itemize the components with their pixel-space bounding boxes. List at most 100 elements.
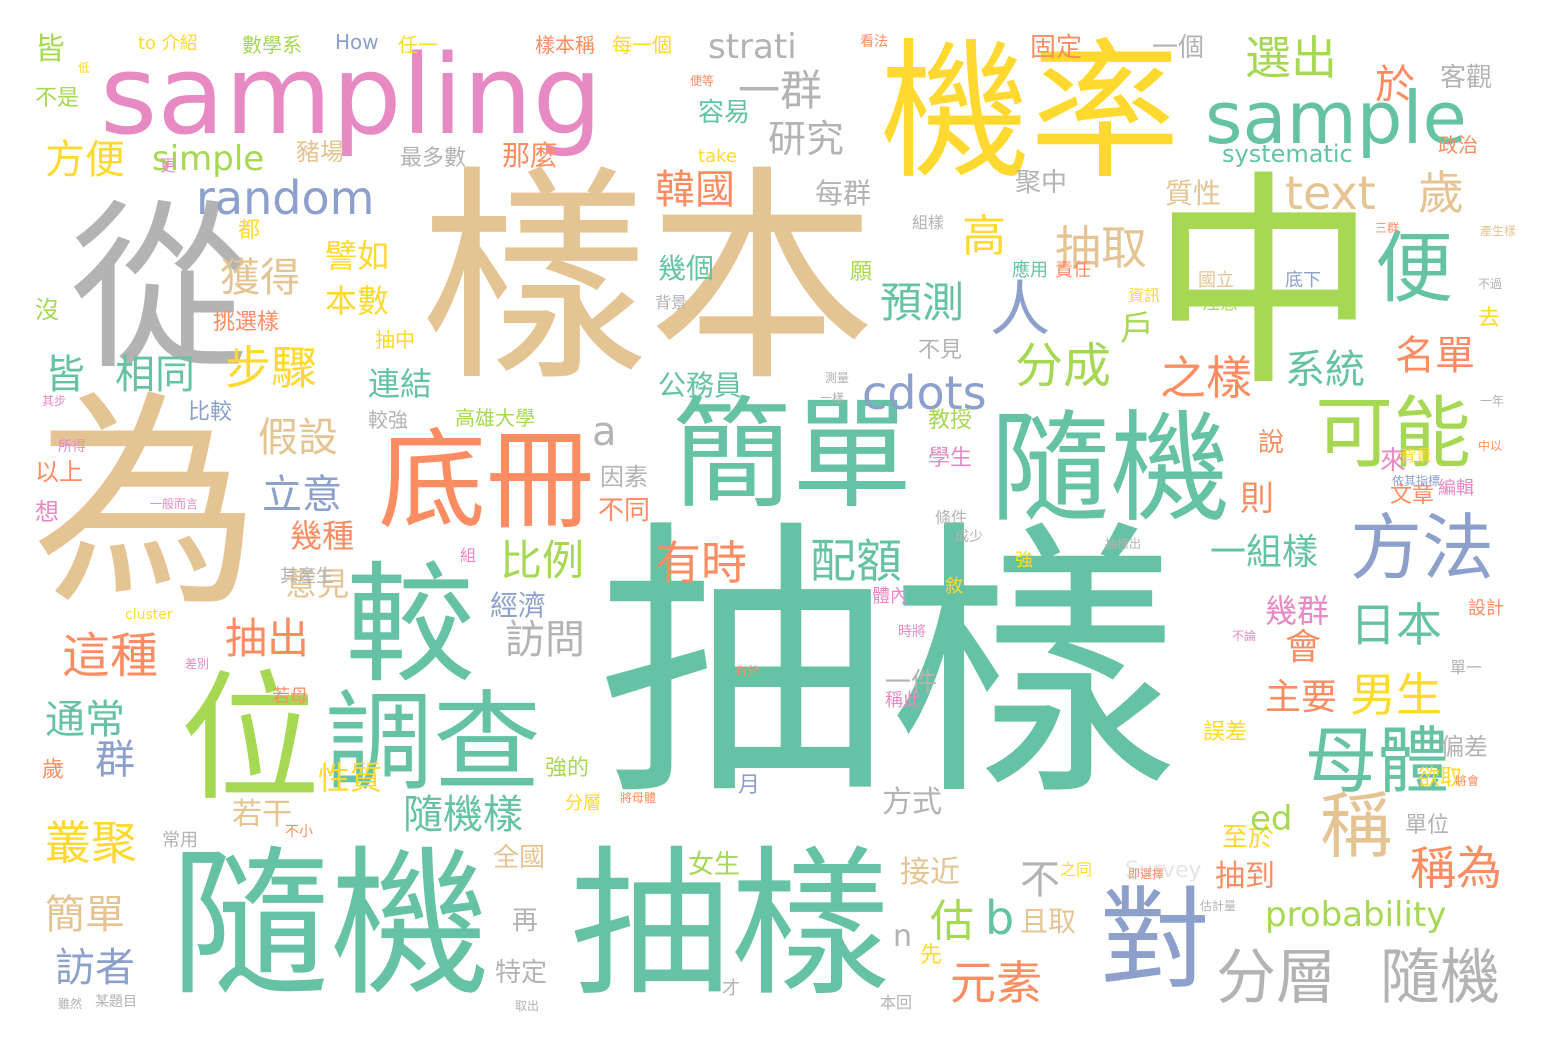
cloud-word: n	[893, 919, 913, 954]
cloud-word: How	[335, 30, 379, 54]
cloud-word: 名單	[1395, 333, 1475, 379]
cloud-word: 抽出	[225, 614, 310, 663]
cloud-word: 便等	[690, 74, 715, 88]
cloud-word: 敘	[945, 576, 963, 597]
cloud-word: 去	[1478, 306, 1501, 331]
cloud-word: 皆	[45, 352, 85, 398]
cloud-word: 有時	[655, 536, 747, 590]
cloud-word: 之樣	[1160, 351, 1252, 405]
cloud-word: 將會	[1455, 774, 1480, 788]
cloud-word: 性質	[318, 759, 383, 797]
cloud-word: 一樣	[820, 391, 845, 405]
cloud-word: 某題目	[95, 994, 137, 1010]
cloud-word: 系統	[1285, 347, 1365, 393]
cloud-word: 教授	[928, 408, 973, 433]
cloud-word: 方便	[45, 137, 125, 183]
cloud-word: 歲	[1418, 166, 1464, 220]
cloud-word: simple	[152, 139, 265, 179]
cloud-word: 因素	[600, 463, 648, 491]
cloud-word: 注意	[1202, 293, 1238, 314]
cloud-word: 抽樣出	[1105, 537, 1142, 551]
cloud-word: 高雄大學	[455, 406, 535, 430]
cloud-word: 幾個	[658, 252, 715, 285]
cloud-word: 底冊	[378, 419, 595, 544]
cloud-word: 聚中	[1015, 168, 1068, 198]
cloud-word: 強	[1015, 550, 1033, 571]
cloud-word: 抽中	[375, 328, 415, 352]
cloud-word: 月	[738, 773, 761, 798]
cloud-word: 主要	[1265, 677, 1338, 718]
cloud-word: 則	[1240, 479, 1274, 519]
cloud-word: 資訊	[1128, 286, 1161, 305]
cloud-word: 不同	[598, 496, 651, 526]
cloud-word: 才	[722, 978, 740, 999]
cloud-word: 成少	[955, 529, 983, 545]
cloud-word: 單一	[1450, 658, 1483, 677]
cloud-word: 取出	[515, 999, 540, 1013]
cloud-word: 方法	[1350, 506, 1495, 590]
cloud-word: 於	[1375, 62, 1415, 108]
cloud-word: a	[592, 409, 617, 455]
cloud-word: 這種	[62, 628, 159, 684]
cloud-word: 樣本稱	[535, 33, 595, 57]
cloud-word: 若母	[272, 686, 308, 707]
cloud-word: 固定	[1030, 33, 1083, 63]
cloud-word: 叢聚	[45, 816, 137, 870]
cloud-word: 接近	[900, 855, 960, 890]
cloud-word: 不是	[35, 86, 80, 111]
cloud-word: 文章	[1390, 483, 1435, 508]
cloud-word: 幾種	[290, 517, 355, 555]
cloud-word: 中	[1150, 151, 1378, 417]
cloud-word: 設計	[1468, 598, 1504, 619]
cloud-word: 特定	[495, 958, 548, 988]
cloud-word: 估計量	[1200, 899, 1237, 913]
cloud-word: 其步	[42, 394, 67, 408]
cloud-word: 有分	[735, 664, 760, 678]
cloud-word: ed	[1250, 799, 1293, 839]
cloud-word: 所得	[58, 439, 86, 455]
cloud-word: 估	[930, 896, 974, 947]
cloud-word: 不過	[1478, 277, 1503, 291]
cloud-word: 隨機	[170, 831, 491, 1018]
cloud-word: to 介紹	[138, 33, 198, 54]
cloud-word: 歲	[42, 758, 65, 783]
cloud-word: 責任	[1055, 260, 1091, 281]
cloud-word: 測量	[825, 371, 850, 385]
cloud-word: 對	[1100, 876, 1210, 1004]
cloud-word: 群	[95, 737, 135, 783]
cloud-word: 不	[1020, 857, 1060, 903]
cloud-word: 政治	[1438, 133, 1478, 157]
cloud-word: 欲取	[1418, 766, 1463, 791]
cloud-word: 便	[1375, 224, 1454, 314]
cloud-word: 容易	[698, 98, 751, 128]
cloud-word: 方式	[882, 785, 942, 820]
cloud-word: 至於	[1222, 823, 1275, 853]
cloud-word: 不見	[918, 338, 963, 363]
cloud-word: 產生樣	[1480, 224, 1517, 238]
cloud-word: 豬場	[296, 138, 344, 166]
cloud-word: 一個	[1152, 33, 1205, 63]
cloud-word: 以上	[35, 458, 83, 486]
cloud-word: 一年	[1480, 394, 1505, 408]
cloud-word: 沒	[35, 296, 59, 324]
cloud-word: cluster	[125, 607, 173, 623]
cloud-word: 體內	[872, 586, 908, 607]
cloud-word: 比例	[500, 536, 585, 585]
cloud-word: 比較	[188, 400, 233, 425]
cloud-word: 獲得	[220, 255, 300, 301]
cloud-word: probability	[1265, 895, 1447, 935]
cloud-word: 較	[345, 549, 476, 701]
cloud-word: 抽樣	[570, 831, 891, 1018]
cloud-word: 為	[32, 371, 260, 637]
cloud-word: 簡單	[672, 386, 912, 525]
cloud-word: 三群	[1375, 221, 1400, 235]
cloud-word: 稱	[1320, 784, 1393, 868]
cloud-word: 偏差	[1440, 733, 1488, 761]
cloud-word: 研究	[768, 117, 845, 161]
cloud-word: 從	[70, 185, 251, 394]
cloud-word: 看法	[860, 34, 888, 50]
cloud-word: 機率	[880, 26, 1181, 200]
cloud-word: 抽到	[1215, 859, 1275, 894]
cloud-word: 調查	[325, 681, 542, 806]
